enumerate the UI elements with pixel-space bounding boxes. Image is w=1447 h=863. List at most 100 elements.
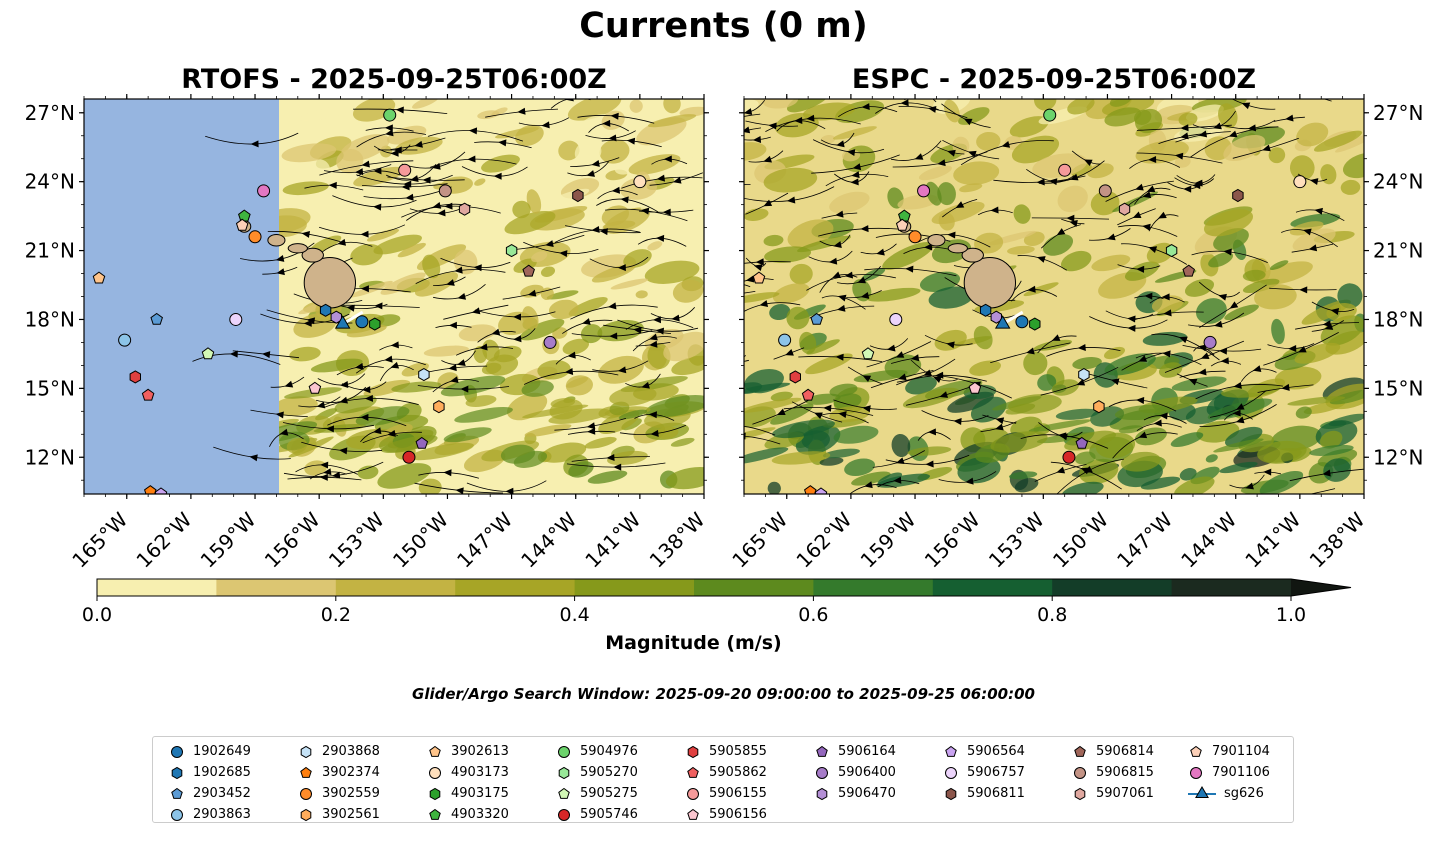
legend-label: 4903175 <box>451 786 509 801</box>
streamline-arrow <box>1309 178 1319 185</box>
streamline-arrow <box>851 171 860 179</box>
streamline-arrow <box>505 487 514 494</box>
legend-label: 5906400 <box>838 765 896 780</box>
legend-item-5906815: 5906815 <box>1072 762 1154 783</box>
current-magnitude-patch <box>397 242 426 258</box>
streamline-arrow <box>1235 403 1245 410</box>
float-marker-5905746 <box>1062 450 1076 464</box>
streamline-arrow <box>905 265 914 273</box>
streamline-arrow <box>1263 468 1272 476</box>
current-magnitude-patch <box>618 409 648 420</box>
streamline-arrow <box>471 307 481 315</box>
legend-marker-icon <box>1074 745 1086 757</box>
current-magnitude-patch <box>1329 389 1364 405</box>
current-magnitude-patch <box>1091 254 1131 272</box>
streamline-arrow <box>1026 347 1035 355</box>
current-magnitude-patch <box>928 286 974 309</box>
lon-label: 162°W <box>131 507 196 572</box>
current-magnitude-patch <box>1224 426 1263 448</box>
current-magnitude-patch <box>537 360 571 380</box>
legend-item-5906155: 5906155 <box>685 783 767 804</box>
legend-marker-icon <box>1074 787 1086 800</box>
current-magnitude-patch <box>1087 163 1114 179</box>
legend-symbol <box>945 766 957 779</box>
streamline-arrow <box>250 140 259 148</box>
legend-symbol <box>945 787 957 800</box>
current-magnitude-patch <box>786 306 810 330</box>
legend-marker-icon <box>558 787 570 799</box>
current-magnitude-patch <box>519 318 565 341</box>
legend-column: 7901104 7901106 sg626 <box>1188 741 1270 804</box>
float-marker-5906400 <box>543 335 557 349</box>
streamline-arrow <box>401 183 410 191</box>
current-magnitude-patch <box>663 99 681 114</box>
legend-symbol <box>687 766 699 778</box>
current-magnitude-patch <box>548 299 579 320</box>
streamline-arrow <box>1162 350 1171 358</box>
streamline-arrow <box>454 266 463 274</box>
legend-item-2903452: 2903452 <box>169 783 251 804</box>
streamline-arrow <box>1285 114 1294 122</box>
legend-label: 4903173 <box>451 765 509 780</box>
streamline-arrow <box>995 417 1005 425</box>
colorbar-tick-label: 0.6 <box>798 604 828 626</box>
current-magnitude-patch <box>1296 122 1329 147</box>
current-magnitude-patch <box>443 427 492 443</box>
float-marker-5904976 <box>383 108 397 122</box>
current-magnitude-patch <box>1289 155 1315 181</box>
float-marker-3902374 <box>144 485 157 494</box>
current-magnitude-patch <box>1205 454 1218 463</box>
legend-marker-icon <box>429 787 441 800</box>
streamline-arrow <box>422 176 431 184</box>
current-magnitude-patch <box>672 279 704 303</box>
current-magnitude-patch <box>500 444 536 464</box>
streamline-arrow <box>752 135 762 143</box>
lat-label: 27°N <box>25 101 75 125</box>
streamline-arrow <box>373 203 382 211</box>
lon-label: 138°W <box>645 507 710 572</box>
streamline-arrow <box>671 314 680 322</box>
current-magnitude-patch <box>802 102 856 121</box>
colorbar-segment <box>335 579 456 596</box>
current-magnitude-patch <box>1213 438 1264 453</box>
legend-label: 1902685 <box>193 765 251 780</box>
current-magnitude-patch <box>891 433 911 458</box>
island-shape <box>301 247 324 263</box>
streamline-arrow <box>935 371 944 379</box>
current-magnitude-patch <box>1174 155 1191 168</box>
current-magnitude-patch <box>770 403 814 425</box>
current-magnitude-patch <box>1274 366 1322 390</box>
streamline-arrow <box>857 276 866 284</box>
island-shape <box>287 243 308 254</box>
current-magnitude-patch <box>833 425 879 444</box>
lon-label: 147°W <box>1112 507 1177 572</box>
float-marker-2903863 <box>118 333 132 347</box>
legend-marker-icon <box>1190 745 1202 757</box>
current-magnitude-patch <box>635 290 648 299</box>
legend-column: 3902613 4903173 4903175 4903320 <box>427 741 509 825</box>
current-magnitude-patch <box>1090 190 1120 216</box>
streamline-arrow <box>316 401 326 409</box>
float-marker-5906164 <box>1075 436 1089 449</box>
streamline-arrow <box>745 275 755 283</box>
current-magnitude-patch <box>805 393 841 405</box>
current-magnitude-patch <box>974 232 1004 254</box>
streamline-arrow <box>1223 248 1232 256</box>
current-magnitude-patch <box>1079 458 1119 484</box>
legend-symbol <box>558 808 570 821</box>
streamline-arrow <box>340 381 349 388</box>
lon-label: 159°W <box>856 507 921 572</box>
legend-item-2903863: 2903863 <box>169 804 251 825</box>
current-magnitude-patch <box>1142 331 1188 346</box>
streamline-arrow <box>1200 352 1210 359</box>
streamline-arrow <box>1142 191 1152 199</box>
current-magnitude-patch <box>1242 269 1266 282</box>
current-magnitude-patch <box>377 463 432 489</box>
current-magnitude-patch <box>1011 135 1060 164</box>
lon-label: 141°W <box>1240 507 1305 572</box>
legend-marker-icon <box>687 787 699 800</box>
current-magnitude-patch <box>1037 374 1057 391</box>
legend-marker-icon <box>1074 766 1086 779</box>
streamline-arrow <box>373 167 382 175</box>
streamline-arrow <box>541 121 550 129</box>
